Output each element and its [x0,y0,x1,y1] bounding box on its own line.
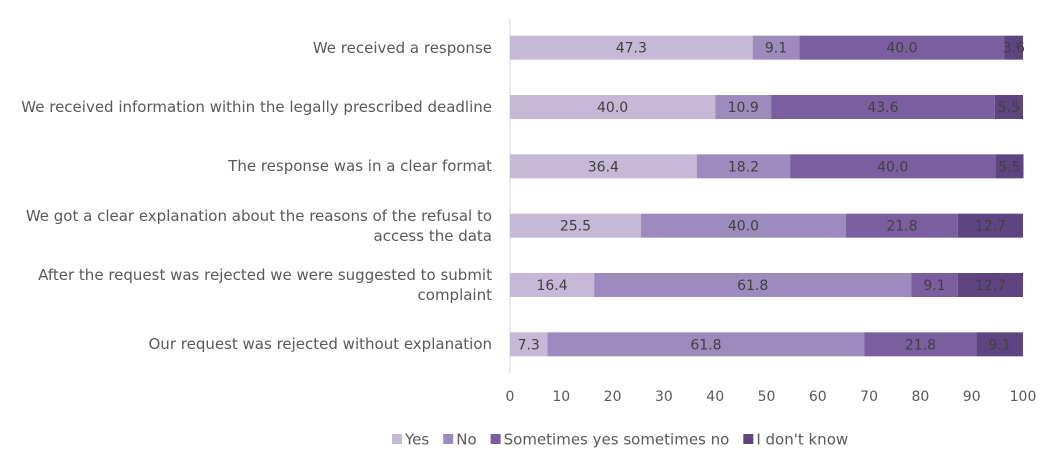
legend-label: Yes [404,431,429,449]
bar-segment [510,154,697,179]
bar-segment [715,95,772,119]
data-label: 43.6 [867,100,898,116]
data-label: 40.0 [886,41,917,57]
bar-segment [994,95,1023,119]
bar-segment [640,213,847,238]
data-label: 21.8 [905,337,936,353]
data-label: 9.1 [923,278,945,294]
data-label: 7.3 [518,337,540,353]
data-label: 16.4 [536,278,567,294]
legend-swatch [392,434,402,444]
data-label: 5.5 [998,100,1020,116]
data-label: 47.3 [616,41,647,57]
y-tick-label: After the request was rejected we were s… [38,266,492,304]
bar-segment [799,35,1005,60]
x-tick-label: 90 [963,389,981,405]
legend-swatch [743,434,754,444]
data-label: 12.7 [975,219,1006,235]
legend-swatch [490,434,501,444]
data-label: 12.7 [975,278,1006,294]
y-tick-label: We received a response [312,38,492,57]
bar-segment [957,213,1023,238]
x-tick-label: 40 [706,389,724,405]
bar-segment [510,273,595,297]
bar-segment [911,273,958,297]
bar-segment [594,273,912,297]
bar-segment [696,154,791,179]
bar-segment [752,35,800,60]
bar-segment [1004,35,1023,60]
bar-segment [510,35,753,60]
bar-segment [790,154,996,179]
data-label: 36.4 [588,159,619,175]
x-tick-label: 60 [809,389,827,405]
x-tick-label: 20 [604,389,622,405]
bar-segment [547,332,865,357]
bar-segment [846,213,958,238]
data-label: 3.6 [1003,41,1025,57]
data-label: 40.0 [877,159,908,175]
x-tick-label: 100 [1010,389,1037,405]
x-tick-label: 50 [758,389,776,405]
data-label: 5.5 [998,159,1020,175]
bar-segment [957,273,1023,297]
data-label: 9.1 [989,337,1011,353]
data-label: 61.8 [737,278,768,294]
x-tick-label: 70 [860,389,878,405]
legend-swatch [443,434,454,444]
data-label: 40.0 [597,100,628,116]
bar-segment [510,95,716,119]
legend-label: No [456,431,476,449]
data-label: 10.9 [728,100,759,116]
y-tick-label: Our request was rejected without explana… [148,335,493,354]
data-label: 9.1 [765,41,787,57]
bar-segment [510,332,548,357]
x-tick-label: 0 [506,389,515,405]
bar-segment [864,332,977,357]
bar-segment [510,213,641,238]
bar-segment [771,95,995,119]
x-tick-label: 80 [911,389,929,405]
y-tick-label: The response was in a clear format [228,157,492,176]
legend-label: I don't know [756,431,848,449]
x-tick-label: 10 [552,389,570,405]
data-label: 18.2 [728,159,759,175]
data-label: 21.8 [886,219,917,235]
data-label: 61.8 [690,337,721,353]
y-tick-label: We got a clear explanation about the rea… [25,206,492,245]
bar-segment [976,332,1023,357]
data-label: 25.5 [560,219,591,235]
legend-label: Sometimes yes sometimes no [504,431,730,449]
bar-segment [995,154,1024,179]
x-tick-label: 30 [655,389,673,405]
y-tick-label: We received information within the legal… [21,98,492,116]
data-label: 40.0 [728,219,759,235]
